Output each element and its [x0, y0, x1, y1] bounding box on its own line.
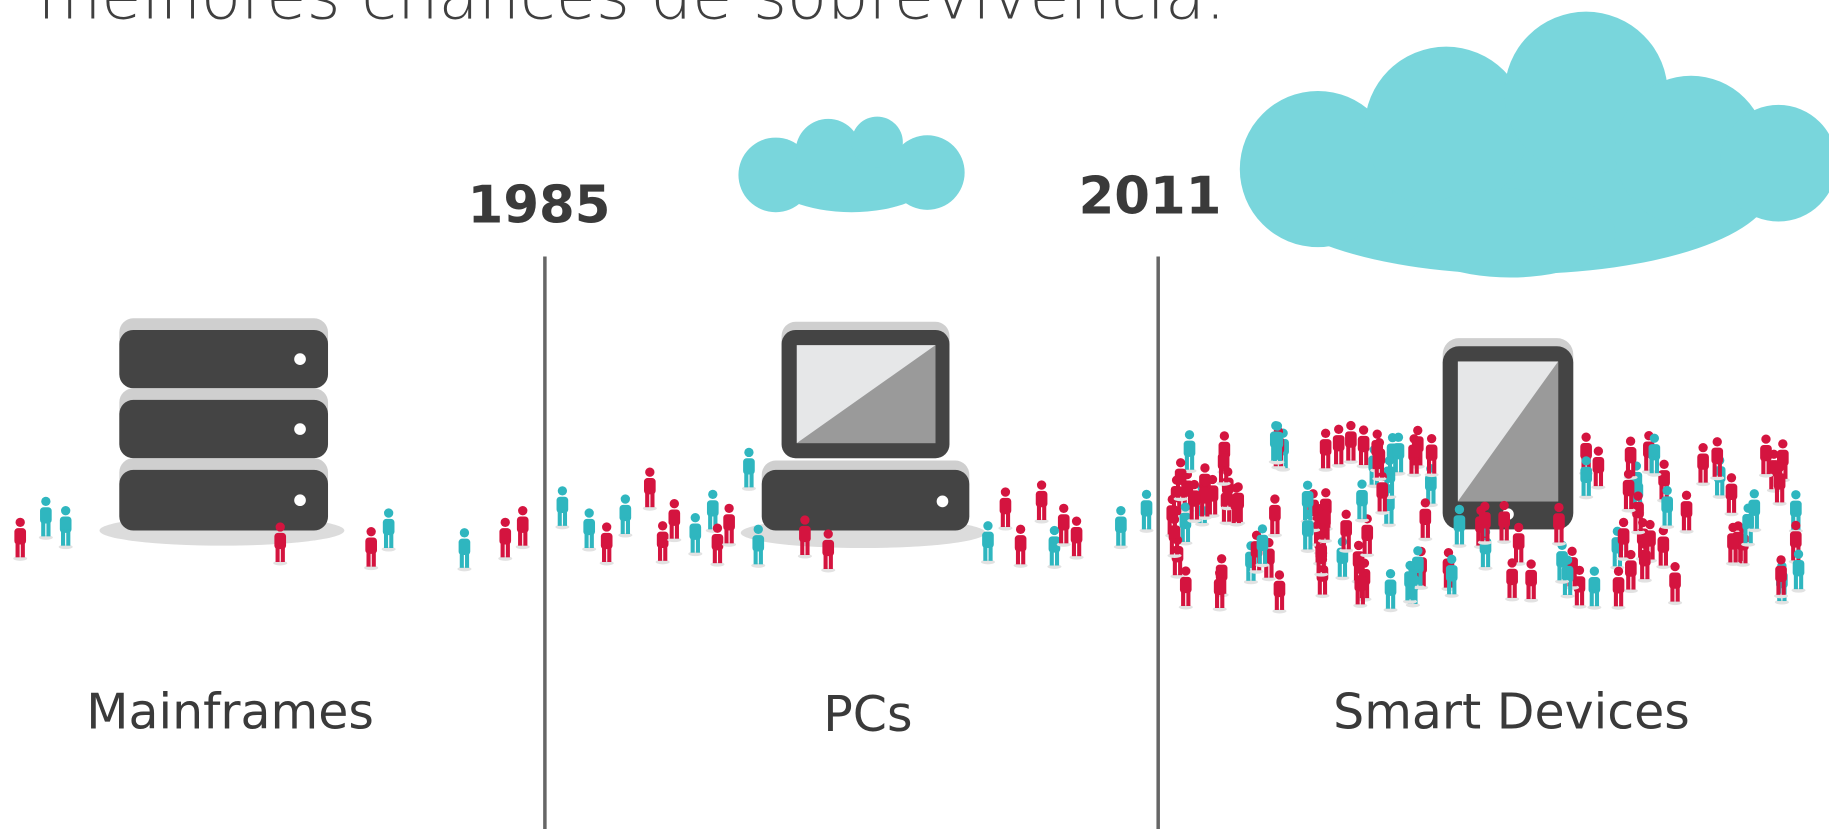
- person-figure: [722, 504, 736, 547]
- person-figure: [1319, 429, 1333, 472]
- person-figure: [555, 486, 569, 529]
- person-figure: [39, 497, 53, 540]
- year-label: 2011: [1079, 166, 1222, 226]
- person-figure: [1696, 443, 1710, 486]
- era-label: PCs: [823, 686, 912, 743]
- person-figure: [981, 521, 995, 564]
- person-figure: [582, 508, 596, 551]
- person-figure: [1656, 526, 1670, 569]
- mainframe-icon: [99, 318, 344, 545]
- slide: melhores chances de sobrevivência. 1985 …: [0, 0, 1829, 829]
- large-cloud: [1240, 12, 1829, 278]
- person-figure: [1268, 494, 1282, 537]
- person-figure: [643, 468, 657, 511]
- person-figure: [1587, 567, 1601, 610]
- person-figure: [1070, 517, 1084, 560]
- person-figure: [1183, 430, 1197, 473]
- person-figure: [1524, 559, 1538, 602]
- person-figure: [364, 527, 378, 570]
- person-figure: [667, 499, 681, 542]
- year-label: 1985: [468, 176, 611, 236]
- tablet-icon: [1443, 338, 1574, 529]
- person-figure: [13, 518, 27, 561]
- person-figure: [516, 506, 530, 549]
- slide-title: melhores chances de sobrevivência.: [38, 0, 1226, 35]
- person-figure: [457, 528, 471, 571]
- era-label: Smart Devices: [1333, 684, 1690, 741]
- person-figure: [1114, 506, 1128, 549]
- person-figure: [1724, 473, 1738, 516]
- person-figure: [1657, 460, 1671, 503]
- person-figure: [498, 518, 512, 561]
- page: {"title": "melhores chances de sobrevivê…: [0, 0, 1829, 829]
- person-figure: [618, 494, 632, 537]
- person-figure: [1612, 567, 1626, 610]
- small-cloud: [738, 117, 964, 213]
- person-figure: [59, 506, 73, 549]
- person-figure: [688, 513, 702, 556]
- person-figure: [656, 521, 670, 564]
- person-figure: [1579, 456, 1593, 499]
- person-figure: [1680, 491, 1694, 534]
- person-figure: [1384, 569, 1398, 612]
- person-figure: [998, 487, 1012, 530]
- person-figure: [1344, 421, 1358, 464]
- pc-icon: [741, 322, 986, 548]
- person-figure: [1332, 425, 1346, 468]
- person-figure: [1339, 510, 1353, 553]
- era-label: Mainframes: [86, 684, 374, 741]
- person-figure: [1140, 490, 1154, 533]
- person-figure: [1035, 480, 1049, 523]
- person-figure: [742, 448, 756, 491]
- person-figure: [1272, 570, 1286, 613]
- person-figure: [1014, 525, 1028, 568]
- person-figure: [1668, 562, 1682, 605]
- person-figure: [1301, 510, 1315, 553]
- person-figure: [1591, 446, 1605, 489]
- person-figure: [600, 522, 614, 565]
- person-figure: [382, 508, 396, 551]
